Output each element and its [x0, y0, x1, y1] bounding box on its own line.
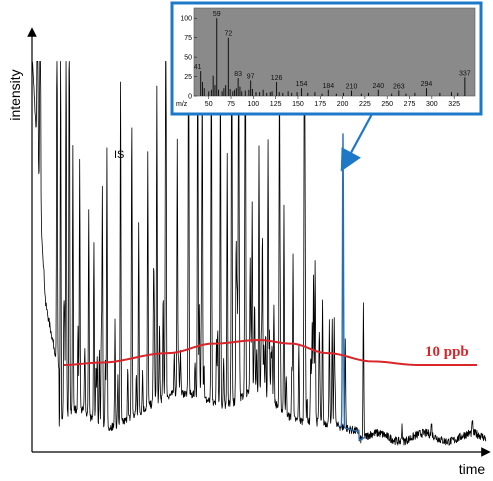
inset-x-tick-label: 150 — [292, 101, 304, 108]
threshold-curve — [63, 338, 477, 366]
inset-y-tick-label: 0 — [188, 94, 192, 101]
inset-x-tick-label: 200 — [337, 101, 349, 108]
inset-x-tick-label: 125 — [270, 101, 282, 108]
inset-plot-area — [193, 7, 476, 97]
inset-peak-label: 154 — [296, 81, 308, 88]
inset-x-tick-label: 250 — [381, 101, 393, 108]
inset-x-tick-label: 225 — [359, 101, 371, 108]
inset-peak-label: 210 — [346, 84, 358, 91]
inset-x-tick-label: 175 — [314, 101, 326, 108]
inset-peak-label: 184 — [322, 83, 334, 90]
inset-pointer-arrow — [340, 113, 373, 172]
inset-x-tick-label: 325 — [448, 101, 460, 108]
inset-peak-label: 41 — [194, 64, 202, 71]
inset-peak-label: 263 — [393, 84, 405, 91]
inset-peak-label: 97 — [247, 73, 255, 80]
inset-x-tick-label: 275 — [404, 101, 416, 108]
internal-standard-label: IS — [114, 149, 124, 161]
inset-y-tick-label: 25 — [184, 74, 192, 81]
inset-y-tick-label: 75 — [184, 35, 192, 42]
inset-peak-label: 72 — [224, 31, 232, 38]
threshold-label: 10 ppb — [425, 344, 469, 360]
inset-x-tick-label: 50 — [205, 101, 213, 108]
inset-x-axis-label: m/z — [176, 101, 188, 108]
highlighted-peak-trace — [337, 133, 367, 442]
inset-y-tick-label: 100 — [180, 16, 192, 23]
inset-peak-label: 126 — [271, 75, 283, 82]
inset-peak-label: 294 — [421, 81, 433, 88]
inset-x-tick-label: 75 — [227, 101, 235, 108]
chromatogram-trace — [31, 61, 487, 446]
inset-bars — [200, 18, 466, 96]
inset-x-tick-label: 100 — [247, 101, 259, 108]
inset-peak-label: 83 — [234, 71, 242, 78]
inset-x-tick-label: 300 — [426, 101, 438, 108]
y-axis-title: intensity — [7, 69, 23, 120]
inset-y-tick-label: 50 — [184, 55, 192, 62]
x-axis-title: time — [459, 461, 486, 477]
inset-peak-labels: 41 59 72 83 97 126 154 184 210 240 263 294 337 — [194, 11, 471, 90]
inset-peak-label: 337 — [459, 70, 471, 77]
inset-peak-label: 240 — [372, 83, 384, 90]
inset-peak-label: 59 — [213, 11, 221, 18]
inset-x-ticks: 50 75 100 125 150 175 200 225 250 275 300 325 — [205, 96, 460, 108]
inset-y-ticks: 100 75 50 25 0 — [180, 16, 197, 101]
